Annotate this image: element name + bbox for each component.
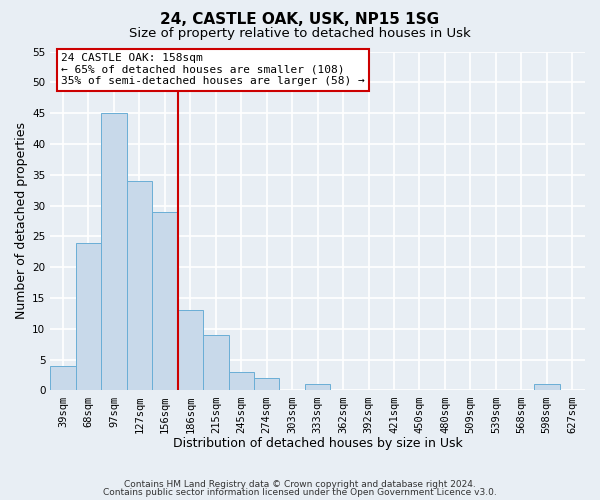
Bar <box>178 310 203 390</box>
Y-axis label: Number of detached properties: Number of detached properties <box>15 122 28 320</box>
Text: Contains HM Land Registry data © Crown copyright and database right 2024.: Contains HM Land Registry data © Crown c… <box>124 480 476 489</box>
Bar <box>76 242 101 390</box>
Bar <box>152 212 178 390</box>
X-axis label: Distribution of detached houses by size in Usk: Distribution of detached houses by size … <box>173 437 463 450</box>
Bar <box>305 384 331 390</box>
Text: 24 CASTLE OAK: 158sqm
← 65% of detached houses are smaller (108)
35% of semi-det: 24 CASTLE OAK: 158sqm ← 65% of detached … <box>61 53 365 86</box>
Bar <box>229 372 254 390</box>
Bar <box>50 366 76 390</box>
Bar <box>101 113 127 390</box>
Text: 24, CASTLE OAK, USK, NP15 1SG: 24, CASTLE OAK, USK, NP15 1SG <box>160 12 440 28</box>
Bar <box>534 384 560 390</box>
Bar <box>254 378 280 390</box>
Bar <box>127 181 152 390</box>
Text: Size of property relative to detached houses in Usk: Size of property relative to detached ho… <box>129 28 471 40</box>
Bar <box>203 335 229 390</box>
Text: Contains public sector information licensed under the Open Government Licence v3: Contains public sector information licen… <box>103 488 497 497</box>
